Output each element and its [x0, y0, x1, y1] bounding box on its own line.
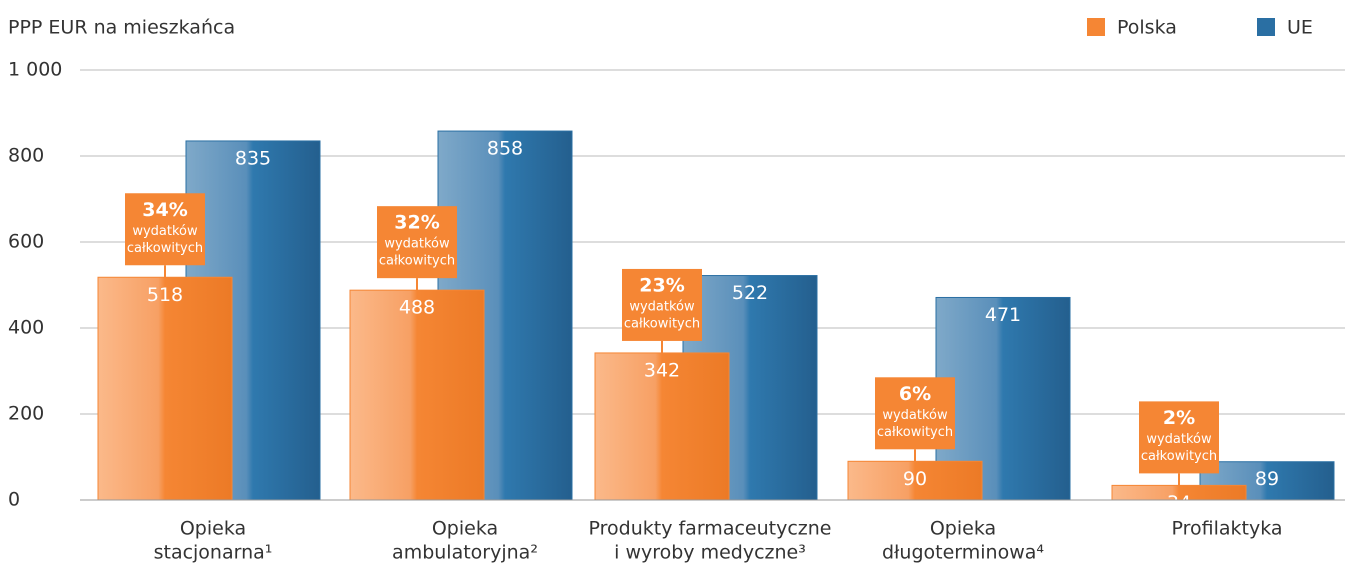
- annotation-note: wydatków: [384, 237, 450, 252]
- value-label: 89: [1255, 468, 1279, 490]
- x-tick-label: Opieka: [432, 518, 498, 540]
- annotation-box: [377, 206, 457, 279]
- value-label: 488: [399, 297, 435, 319]
- annotation-share: 34%: [142, 199, 187, 221]
- value-label: 471: [985, 304, 1021, 326]
- value-label: 858: [487, 138, 523, 160]
- value-label: 835: [235, 147, 271, 169]
- y-tick-label: 800: [8, 145, 44, 167]
- annotation-note: całkowitych: [379, 254, 455, 269]
- annotation-note: całkowitych: [624, 316, 700, 331]
- bar: [847, 460, 983, 501]
- bar: [349, 289, 485, 501]
- annotation-share: 2%: [1163, 407, 1195, 429]
- x-tick-label: i wyroby medyczne³: [614, 542, 806, 564]
- annotation-box: [622, 268, 702, 341]
- y-tick-label: 1 000: [8, 59, 62, 81]
- value-label: 90: [903, 468, 927, 490]
- x-tick-label: Profilaktyka: [1171, 518, 1282, 540]
- y-axis-title: PPP EUR na mieszkańca: [8, 17, 235, 39]
- y-tick-label: 0: [8, 489, 20, 511]
- annotation-note: całkowitych: [127, 241, 203, 256]
- value-label: 522: [732, 282, 768, 304]
- annotation-note: całkowitych: [1141, 449, 1217, 464]
- annotation-note: wydatków: [882, 408, 948, 423]
- value-label: 342: [644, 359, 680, 381]
- annotation-box: [875, 377, 955, 450]
- legend-swatch: [1087, 18, 1105, 36]
- x-tick-label: Produkty farmaceutyczne: [589, 518, 832, 540]
- legend-swatch: [1257, 18, 1275, 36]
- y-tick-label: 400: [8, 317, 44, 339]
- bar: [97, 276, 233, 501]
- x-tick-label: Opieka: [180, 518, 246, 540]
- x-tick-label: ambulatoryjna²: [392, 542, 538, 564]
- annotation-share: 6%: [899, 383, 931, 405]
- y-tick-label: 600: [8, 231, 44, 253]
- legend-label: Polska: [1117, 17, 1177, 39]
- bar: [594, 352, 730, 501]
- annotation-share: 23%: [639, 274, 684, 296]
- annotation-box: [1139, 401, 1219, 474]
- x-tick-label: Opieka: [930, 518, 996, 540]
- legend-label: UE: [1287, 17, 1313, 39]
- y-tick-label: 200: [8, 403, 44, 425]
- value-label: 518: [147, 284, 183, 306]
- annotation-note: wydatków: [132, 224, 198, 239]
- annotation-note: wydatków: [629, 299, 695, 314]
- x-tick-label: stacjonarna¹: [154, 542, 273, 564]
- value-label: 34: [1167, 492, 1191, 514]
- annotation-note: wydatków: [1146, 432, 1212, 447]
- annotation-box: [125, 193, 205, 266]
- annotation-share: 32%: [394, 212, 439, 234]
- annotation-note: całkowitych: [877, 425, 953, 440]
- x-tick-label: długoterminowa⁴: [882, 542, 1044, 564]
